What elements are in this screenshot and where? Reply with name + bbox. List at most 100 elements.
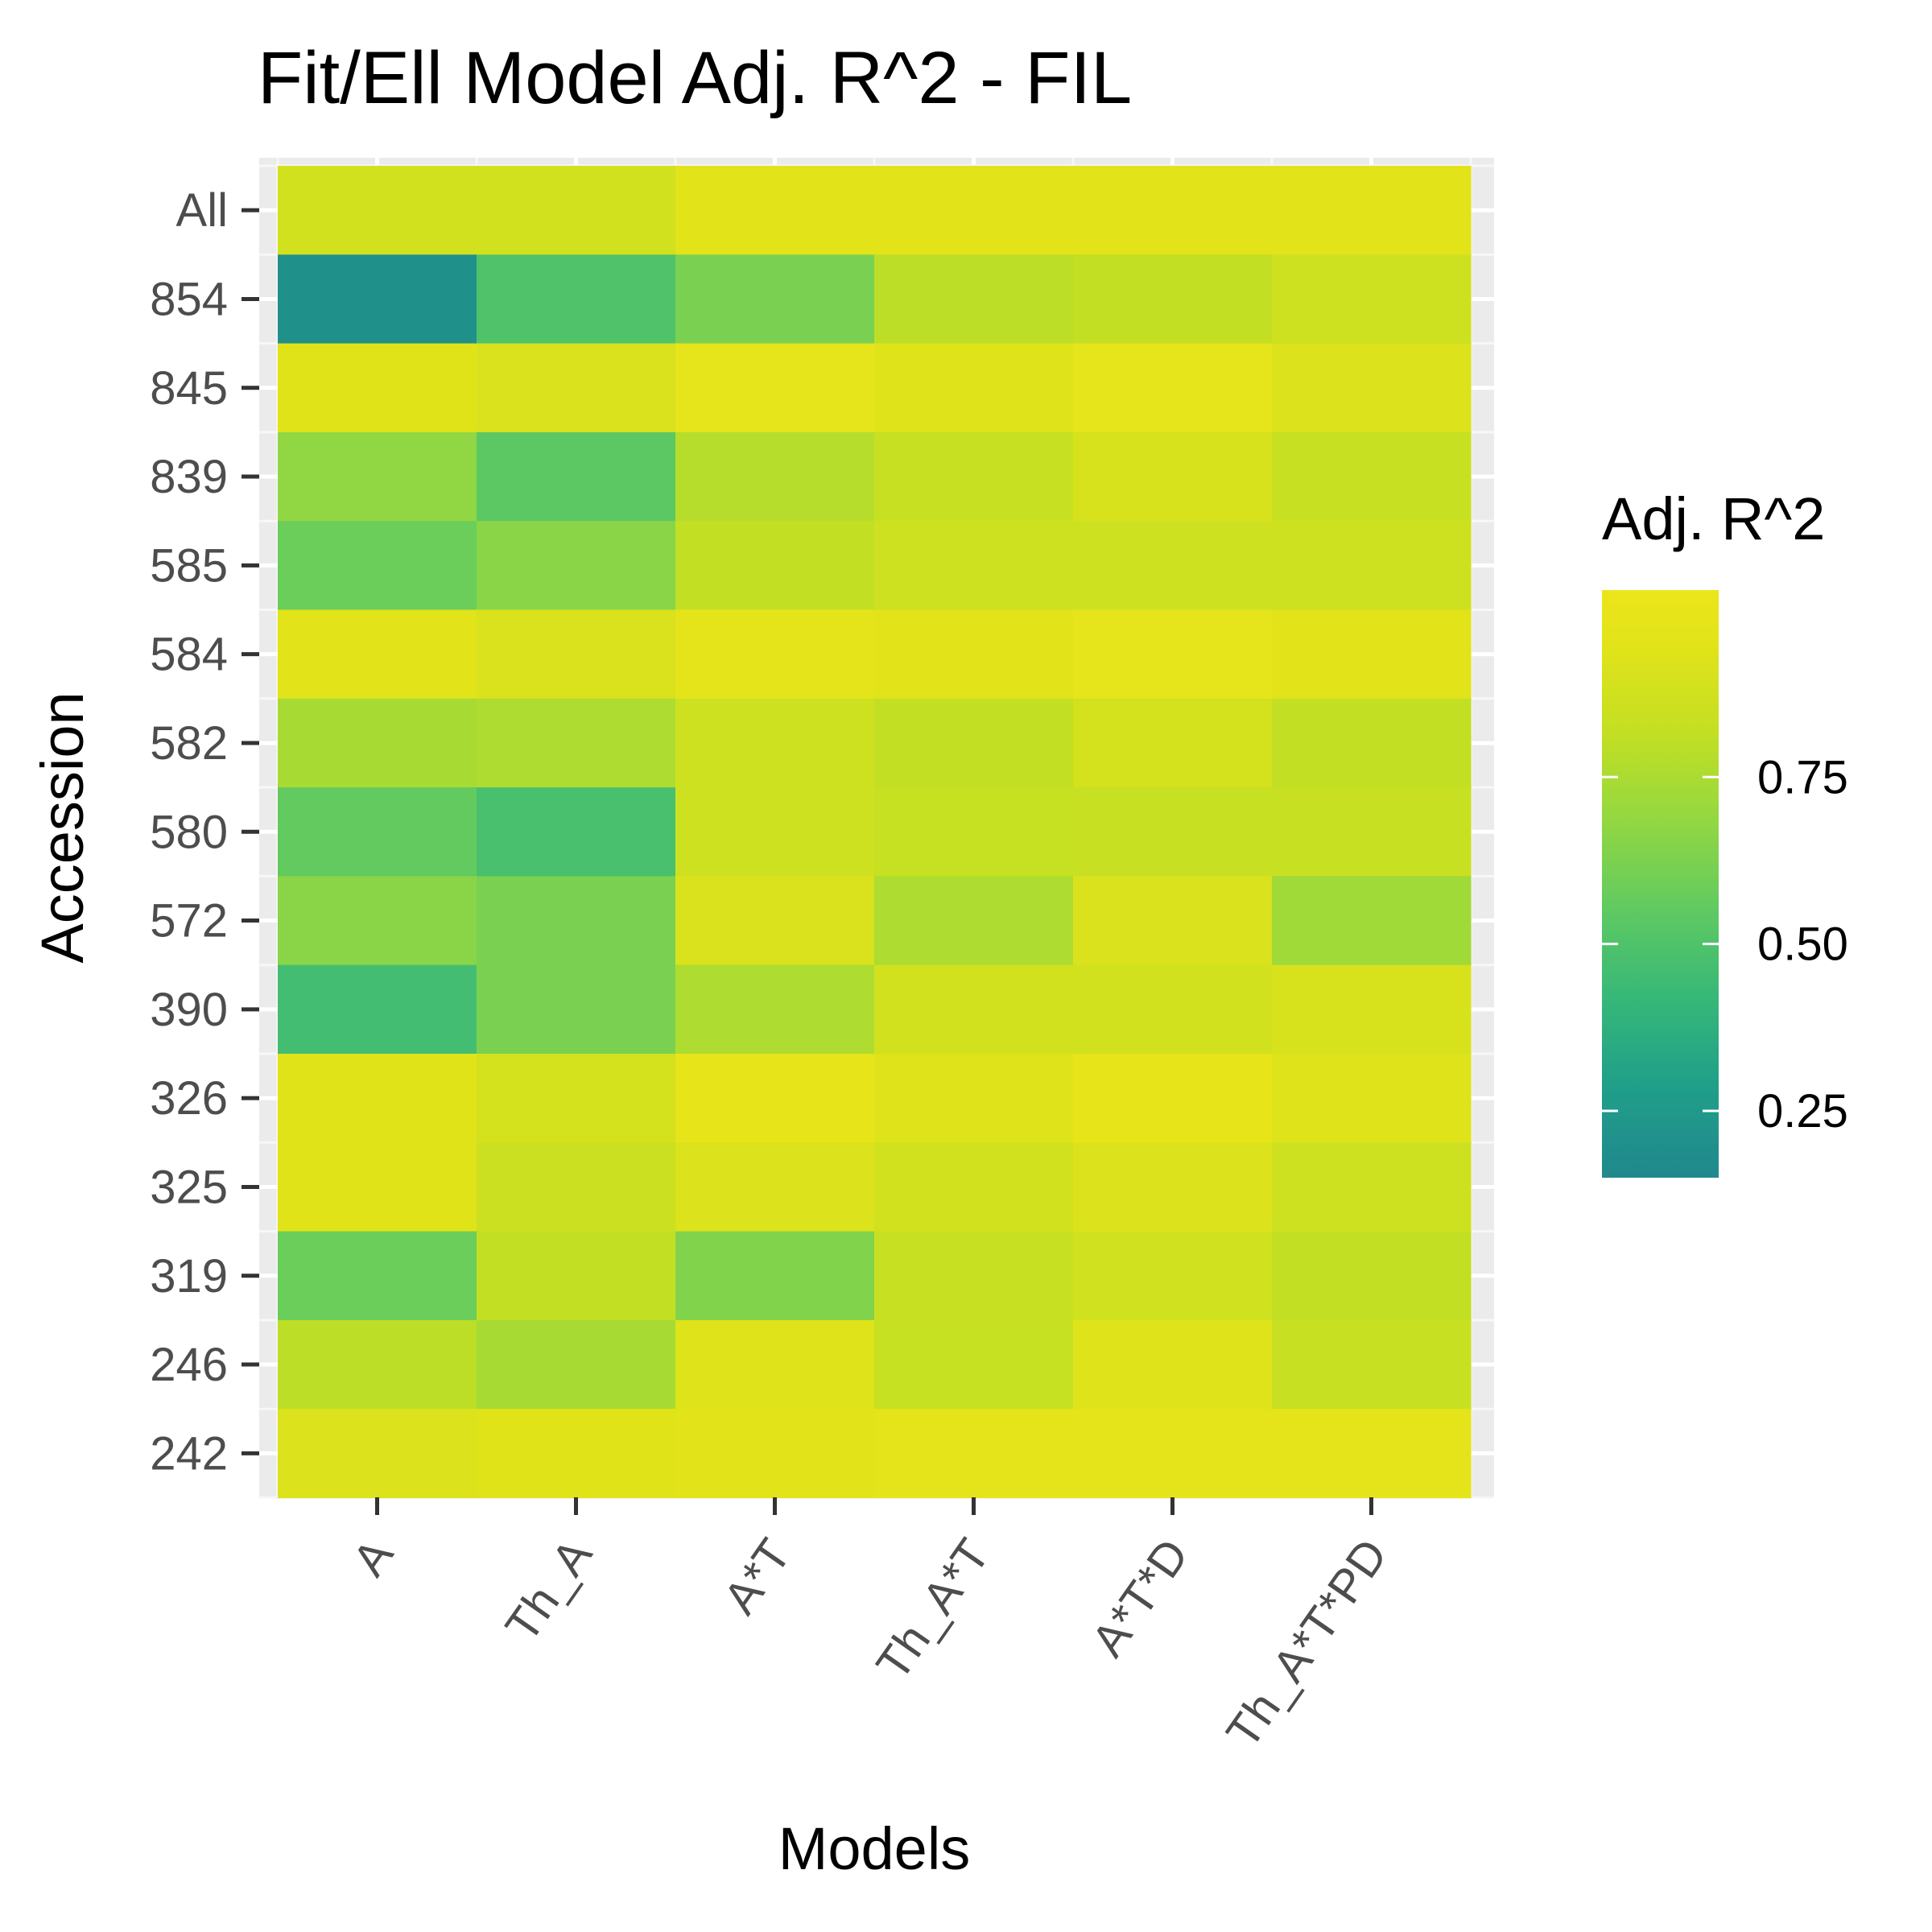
heatmap-cell [1073, 521, 1273, 611]
heatmap-cell [278, 1231, 477, 1321]
y-tick-label: 246 [150, 1339, 228, 1391]
heatmap-cell [874, 431, 1074, 522]
heatmap-cell [1073, 964, 1273, 1055]
heatmap-cell [477, 521, 676, 611]
heatmap-cell [874, 1231, 1074, 1321]
legend-title: Adj. R^2 [1602, 485, 1825, 552]
heatmap-cell [1272, 787, 1472, 877]
x-tick-label: Th_A [495, 1530, 602, 1651]
legend-colorbar [1602, 590, 1719, 1178]
heatmap-cell [675, 1409, 875, 1499]
heatmap-cell [477, 343, 676, 433]
heatmap-cells [278, 166, 1472, 1499]
heatmap-cell [874, 343, 1074, 433]
legend-tick-label: 0.75 [1757, 751, 1848, 803]
heatmap-cell [675, 964, 875, 1055]
heatmap-cell [874, 1319, 1074, 1410]
heatmap-cell [1272, 964, 1472, 1055]
heatmap-cell [1073, 1409, 1273, 1499]
heatmap-cell [1272, 1409, 1472, 1499]
y-tick-label: 839 [150, 451, 228, 503]
y-tick-label: 326 [150, 1072, 228, 1125]
y-tick-label: 585 [150, 539, 228, 592]
heatmap-cell [874, 876, 1074, 966]
heatmap-cell [477, 1231, 676, 1321]
heatmap-cell [1073, 698, 1273, 788]
y-tick-label: All [176, 184, 228, 237]
heatmap-cell [874, 1142, 1074, 1232]
heatmap-cell [477, 609, 676, 700]
legend: Adj. R^2 0.25 0.50 0.75 [1602, 485, 1848, 1178]
y-tick-label: 572 [150, 895, 228, 947]
legend-tick-label: 0.25 [1757, 1085, 1848, 1137]
heatmap-cell [1073, 431, 1273, 522]
heatmap-cell [874, 166, 1074, 255]
heatmap-cell [1272, 609, 1472, 700]
heatmap-cell [278, 609, 477, 700]
heatmap-cell [675, 1319, 875, 1410]
heatmap-cell [874, 521, 1074, 611]
heatmap-cell [278, 876, 477, 966]
heatmap-cell [1272, 166, 1472, 255]
x-tick-label: Th_A*T [866, 1530, 1000, 1689]
heatmap-cell [874, 698, 1074, 788]
heatmap-cell [675, 1142, 875, 1232]
heatmap-cell [278, 1142, 477, 1232]
heatmap-cell [874, 787, 1074, 877]
y-axis-title: Accession [29, 691, 96, 963]
heatmap-cell [1073, 1319, 1273, 1410]
heatmap-cell [278, 431, 477, 522]
y-tick-label: 584 [150, 629, 228, 681]
heatmap-cell [1073, 166, 1273, 255]
heatmap-cell [1073, 1054, 1273, 1143]
heatmap-cell [477, 166, 676, 255]
heatmap-cell [675, 521, 875, 611]
y-axis: All 854 845 839 585 584 582 580 572 390 326 325 319 2… [150, 184, 259, 1480]
y-tick-label: 854 [150, 273, 228, 325]
heatmap-cell [1073, 787, 1273, 877]
heatmap-cell [675, 254, 875, 345]
heatmap-cell [278, 521, 477, 611]
y-tick-label: 580 [150, 806, 228, 858]
heatmap-cell [675, 1054, 875, 1143]
heatmap-cell [278, 698, 477, 788]
heatmap-cell [278, 1319, 477, 1410]
heatmap-cell [477, 1142, 676, 1232]
heatmap-cell [1073, 1142, 1273, 1232]
heatmap-cell [1272, 876, 1472, 966]
heatmap-cell [1272, 1054, 1472, 1143]
heatmap-cell [1272, 698, 1472, 788]
heatmap-cell [675, 876, 875, 966]
heatmap-cell [278, 964, 477, 1055]
x-tick-label: A*T*D [1081, 1530, 1199, 1666]
heatmap-cell [278, 1054, 477, 1143]
heatmap-cell [675, 1231, 875, 1321]
legend-tick-label: 0.50 [1757, 919, 1848, 971]
x-tick-label: Th_A*T*PD [1216, 1530, 1397, 1757]
heatmap-cell [1073, 343, 1273, 433]
x-axis-title: Models [778, 1815, 971, 1882]
heatmap-cell [1272, 254, 1472, 345]
y-tick-label: 390 [150, 984, 228, 1036]
heatmap-cell [675, 609, 875, 700]
heatmap-cell [1073, 254, 1273, 345]
heatmap-cell [874, 1409, 1074, 1499]
heatmap-cell [278, 166, 477, 255]
heatmap-cell [1272, 521, 1472, 611]
heatmap-cell [477, 1319, 676, 1410]
x-tick-label: A*T [713, 1530, 801, 1623]
heatmap-cell [675, 343, 875, 433]
heatmap-cell [477, 876, 676, 966]
x-axis: A Th_A A*T Th_A*T A*T*D Th_A*T*PD [343, 1497, 1397, 1757]
y-tick-label: 325 [150, 1161, 228, 1213]
y-tick-label: 582 [150, 717, 228, 770]
heatmap-cell [477, 254, 676, 345]
heatmap-cell [675, 787, 875, 877]
heatmap-cell [1272, 343, 1472, 433]
heatmap-cell [874, 1054, 1074, 1143]
heatmap-cell [278, 1409, 477, 1499]
heatmap-cell [1073, 876, 1273, 966]
heatmap-cell [477, 431, 676, 522]
y-tick-label: 319 [150, 1250, 228, 1302]
heatmap-cell [675, 698, 875, 788]
